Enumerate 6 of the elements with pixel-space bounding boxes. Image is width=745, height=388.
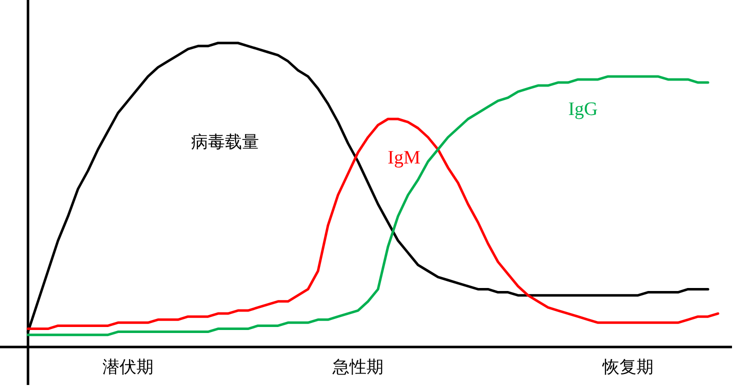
text: 病毒载量	[191, 132, 259, 153]
x-tick-label: 恢复期	[602, 358, 654, 378]
x-tick-label: 急性期	[332, 358, 384, 378]
series-label: IgM	[388, 147, 420, 168]
series-label: IgG	[568, 98, 598, 120]
x-tick-label: 潜伏期	[102, 358, 154, 378]
